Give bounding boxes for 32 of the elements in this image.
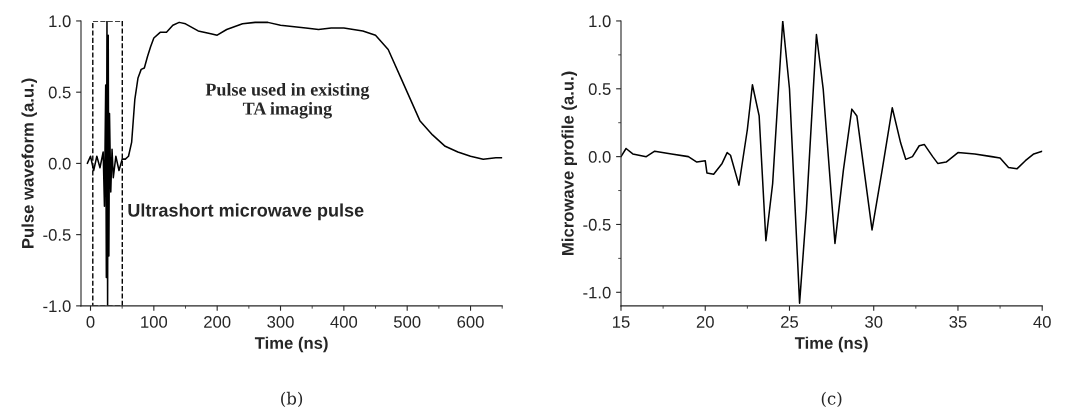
x-tick-label: 600 bbox=[457, 316, 484, 328]
x-tick-label: 0 bbox=[86, 316, 95, 328]
y-tick-label: 0.5 bbox=[48, 86, 71, 99]
y-tick-label: -0.5 bbox=[583, 218, 611, 231]
x-tick-label: 35 bbox=[949, 316, 967, 328]
y-tick-label: 1.0 bbox=[589, 15, 611, 28]
x-axis-title: Time (ns) bbox=[254, 336, 328, 353]
y-tick-label: -1.0 bbox=[43, 300, 71, 313]
text: (c) bbox=[821, 391, 842, 408]
x-tick-label: 300 bbox=[267, 316, 294, 328]
x-tick-label: 200 bbox=[204, 316, 231, 328]
annotation: Ultrashort microwave pulse bbox=[128, 203, 364, 221]
x-tick-label: 20 bbox=[696, 316, 714, 328]
y-tick-label: 1.0 bbox=[49, 15, 71, 28]
y-tick-label: 0.5 bbox=[588, 83, 611, 95]
y-tick-label: -1.0 bbox=[583, 286, 611, 299]
line-series bbox=[86, 20, 503, 306]
x-axis-title: Time (ns) bbox=[794, 336, 868, 353]
y-axis-title: Microwave profile (a.u.) bbox=[561, 71, 578, 255]
x-tick-label: 500 bbox=[393, 316, 421, 328]
x-tick-label: 25 bbox=[781, 316, 799, 328]
y-tick-label: 0.0 bbox=[588, 151, 611, 163]
y-tick-label: -0.5 bbox=[43, 229, 71, 241]
x-tick-label: 400 bbox=[330, 316, 358, 328]
y-tick-label: 0.0 bbox=[48, 157, 71, 170]
y-axis-title: Pulse waveform (a.u.) bbox=[21, 78, 38, 248]
x-tick-label: 100 bbox=[141, 316, 168, 328]
text: (b) bbox=[281, 391, 303, 408]
x-tick-label: 15 bbox=[613, 316, 630, 328]
x-tick-label: 40 bbox=[1033, 316, 1051, 328]
x-tick-label: 30 bbox=[865, 316, 883, 328]
annotation: Pulse used in existing TA imaging bbox=[205, 82, 370, 119]
